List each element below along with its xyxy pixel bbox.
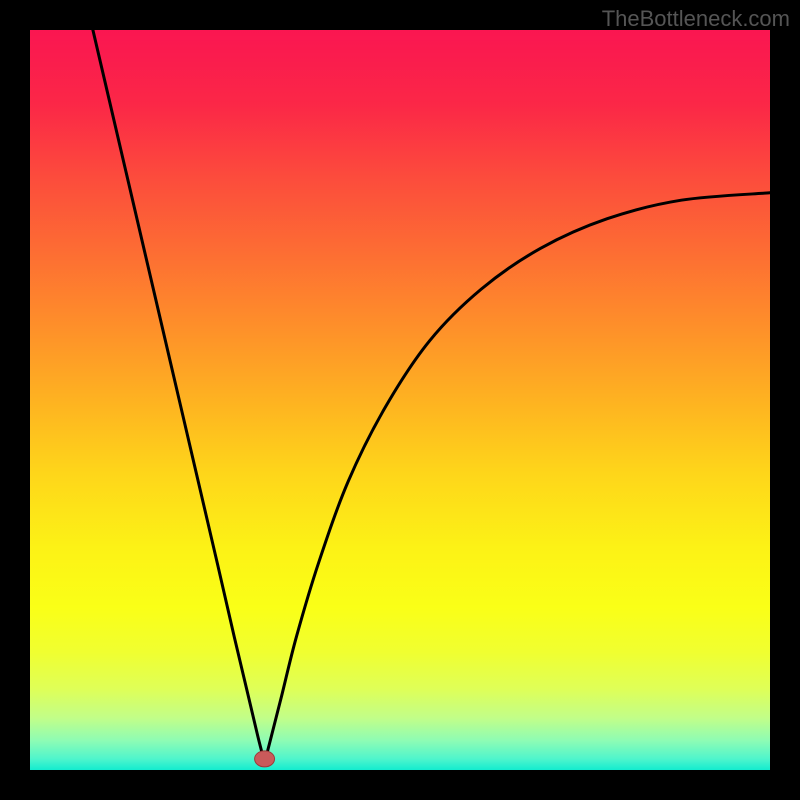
optimal-point-marker bbox=[255, 751, 275, 767]
bottleneck-chart bbox=[0, 0, 800, 800]
watermark-text: TheBottleneck.com bbox=[602, 6, 790, 32]
chart-container: TheBottleneck.com bbox=[0, 0, 800, 800]
plot-area bbox=[30, 30, 770, 770]
